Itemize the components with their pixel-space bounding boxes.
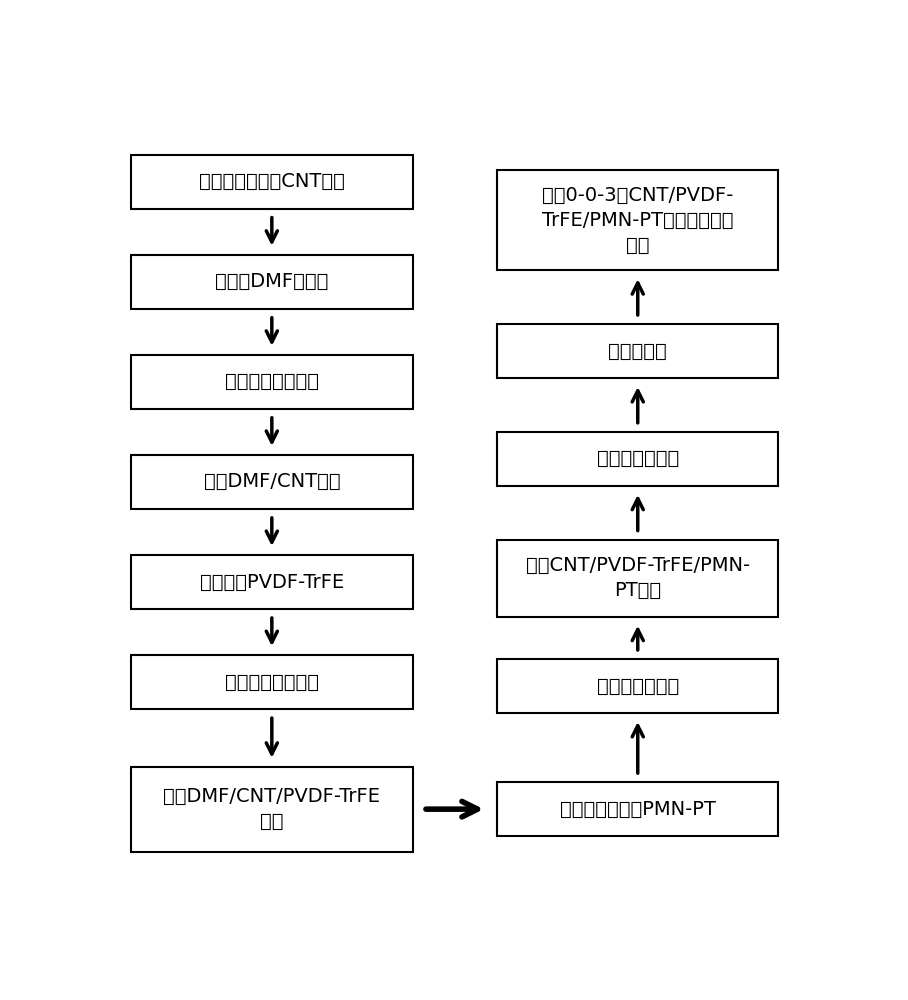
FancyBboxPatch shape (131, 767, 412, 852)
FancyBboxPatch shape (497, 782, 778, 836)
Text: 加入到DMF溶液中: 加入到DMF溶液中 (215, 272, 329, 291)
Text: 烘干、热压: 烘干、热压 (608, 342, 667, 360)
FancyBboxPatch shape (497, 659, 778, 713)
Text: 搅拌、超声分散: 搅拌、超声分散 (597, 676, 679, 695)
Text: 加入适量PVDF-TrFE: 加入适量PVDF-TrFE (200, 572, 344, 591)
Text: 搅拌，使分散均匀: 搅拌，使分散均匀 (225, 673, 319, 692)
Text: 得到CNT/PVDF-TrFE/PMN-
PT溶液: 得到CNT/PVDF-TrFE/PMN- PT溶液 (526, 556, 750, 600)
FancyBboxPatch shape (131, 355, 412, 409)
FancyBboxPatch shape (131, 455, 412, 509)
Text: 涂覆于流延板上: 涂覆于流延板上 (597, 449, 679, 468)
Text: 得到DMF/CNT溶液: 得到DMF/CNT溶液 (203, 472, 340, 491)
FancyBboxPatch shape (497, 324, 778, 378)
Text: 得到DMF/CNT/PVDF-TrFE
溶液: 得到DMF/CNT/PVDF-TrFE 溶液 (163, 787, 380, 831)
Text: 加入适量配比的PMN-PT: 加入适量配比的PMN-PT (560, 800, 716, 819)
FancyBboxPatch shape (131, 555, 412, 609)
Text: 得到0-0-3型CNT/PVDF-
TrFE/PMN-PT柔性复合压电
薄膜: 得到0-0-3型CNT/PVDF- TrFE/PMN-PT柔性复合压电 薄膜 (542, 186, 734, 255)
Text: 取适量改性后的CNT粉末: 取适量改性后的CNT粉末 (199, 172, 345, 191)
FancyBboxPatch shape (131, 155, 412, 209)
FancyBboxPatch shape (497, 540, 778, 617)
FancyBboxPatch shape (131, 255, 412, 309)
FancyBboxPatch shape (497, 432, 778, 486)
Text: 震荡，使分散均匀: 震荡，使分散均匀 (225, 372, 319, 391)
FancyBboxPatch shape (131, 655, 412, 709)
FancyBboxPatch shape (497, 170, 778, 270)
